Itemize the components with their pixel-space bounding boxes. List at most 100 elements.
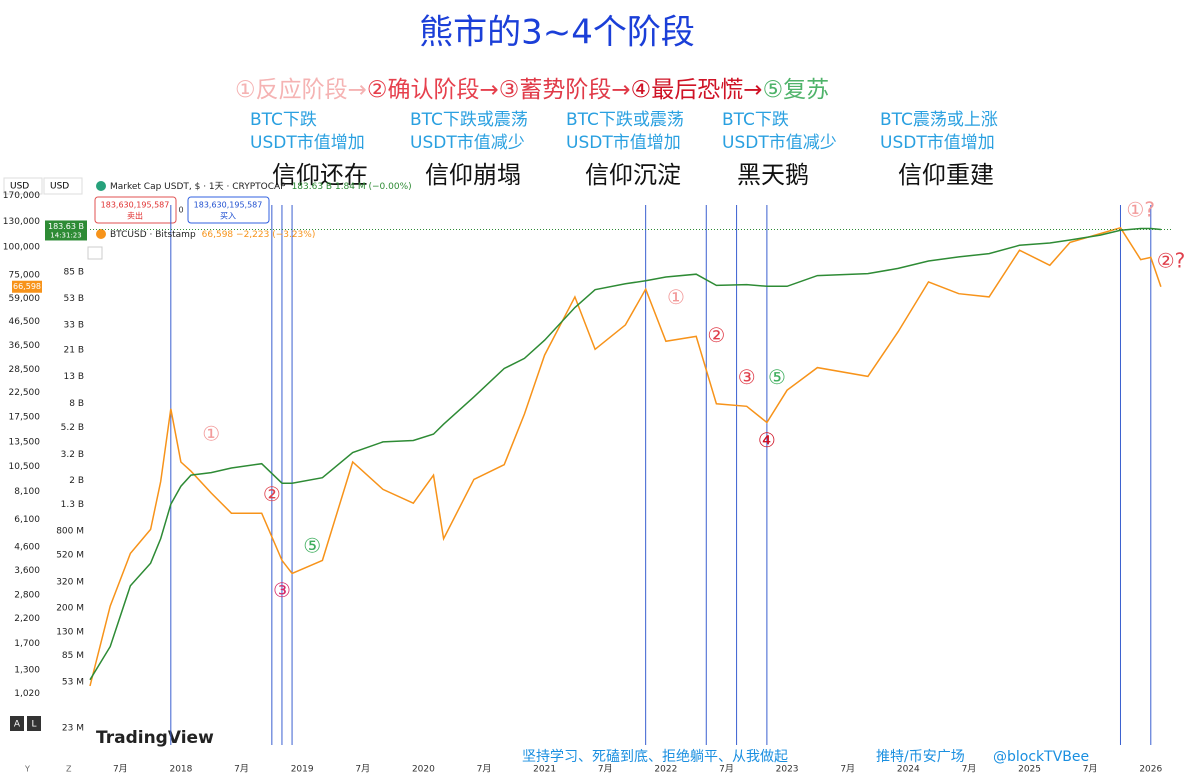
y-tick-label: 130,000 — [3, 217, 40, 227]
y-tick-label: 3,600 — [14, 566, 40, 576]
x-tick-label: 2026 — [1139, 765, 1162, 775]
y2-tick-label: 33 B — [64, 320, 85, 330]
footer-text: 推特/币安广场 — [876, 749, 965, 765]
stage: ⑤复苏 — [763, 77, 830, 103]
series-line — [89, 227, 1161, 681]
x-tick-label: 2021 — [533, 765, 556, 775]
x-tick-label: 7月 — [840, 764, 855, 775]
currency: USD — [50, 182, 69, 192]
x-tick-label: 2025 — [1018, 765, 1041, 775]
stage: ③蓄势阶段→ — [499, 77, 631, 103]
stage-note: BTC下跌 — [722, 110, 789, 130]
x-tick-label: 7月 — [962, 764, 977, 775]
price-tag-label: 66,598 — [13, 282, 41, 291]
x-tick-label: 2020 — [412, 765, 435, 775]
x-tick-label: 7月 — [355, 764, 370, 775]
y2-tick-label: 130 M — [56, 628, 84, 638]
annotation: ④ — [758, 428, 776, 452]
annotation: ③ — [273, 578, 291, 602]
y-tick-label: 1,300 — [14, 665, 40, 675]
y2-tick-label: 85 B — [64, 268, 85, 278]
y-tick-label: 170,000 — [3, 191, 40, 201]
scale-button[interactable] — [10, 716, 24, 731]
price-tag — [12, 280, 42, 293]
y-tick-label: 22,500 — [9, 388, 41, 398]
buy-label: 买入 — [220, 212, 236, 221]
price-tag-label: 183.63 B — [48, 222, 84, 231]
belief: 黑天鹅 — [737, 161, 809, 189]
y-tick-label: 2,200 — [14, 614, 40, 624]
usdt-icon — [96, 181, 106, 191]
btc-icon — [96, 229, 106, 239]
x-tick-label: 2022 — [654, 765, 677, 775]
sell-button[interactable] — [94, 196, 177, 224]
scale-button-label: L — [31, 720, 36, 730]
sell-price: 183,630,195,587 — [101, 201, 170, 210]
annotation: ② — [707, 323, 725, 347]
y-tick-label: 46,500 — [9, 317, 41, 327]
y-tick-label: 10,500 — [9, 462, 41, 472]
legend-name: Market Cap USDT, $ · 1天 · CRYPTOCAP — [110, 182, 286, 192]
legend: Market Cap USDT, $ · 1天 · CRYPTOCAP 183.6… — [110, 182, 412, 192]
stage-note: BTC下跌或震荡 — [410, 110, 528, 130]
x-tick-label: 7月 — [477, 764, 492, 775]
currency: USD — [10, 182, 29, 192]
y-tick-label: 1,020 — [14, 689, 40, 699]
collapse[interactable] — [87, 246, 103, 260]
y2-tick-label: 23 M — [62, 724, 84, 734]
scale-button[interactable] — [27, 716, 41, 731]
y2-tick-label: 800 M — [56, 527, 84, 537]
annotation: ①? — [1126, 198, 1155, 222]
x-tick-label: 7月 — [1083, 764, 1098, 775]
legend-stats: 66,598 −2,223 (−3.23%) — [202, 230, 316, 240]
price-tag — [45, 220, 87, 241]
stage-note: USDT市值增加 — [250, 133, 365, 153]
stage: ②确认阶段→ — [367, 77, 499, 103]
x-tick-label: 2019 — [291, 765, 314, 775]
buy-button[interactable] — [187, 196, 270, 224]
belief: 信仰沉淀 — [585, 161, 681, 189]
y-tick-label: 28,500 — [9, 365, 41, 375]
y-tick-label: 17,500 — [9, 412, 41, 422]
currency-select[interactable] — [43, 177, 83, 195]
legend-name: BTCUSD · Bitstamp — [110, 230, 196, 240]
spread: 0 — [178, 206, 183, 215]
stage-note: BTC下跌 — [250, 110, 317, 130]
stage-note: USDT市值增加 — [566, 133, 681, 153]
annotation: ① — [667, 285, 685, 309]
corner-label: Z — [66, 765, 72, 774]
y-tick-label: 75,000 — [9, 271, 41, 281]
y-tick-label: 2,800 — [14, 591, 40, 601]
sell-label: 卖出 — [127, 211, 143, 221]
y2-tick-label: 2 B — [69, 476, 84, 486]
ui-top: USD USD 183,630,195,587 卖出 0 183,630,195… — [3, 177, 1089, 774]
stage: ④最后恐慌→ — [631, 77, 763, 103]
y-tick-label: 6,100 — [14, 515, 40, 525]
y2-tick-label: 13 B — [64, 372, 85, 382]
x-tick-label: 7月 — [234, 764, 249, 775]
scale-button-label: A — [14, 720, 21, 730]
y2-tick-label: 200 M — [56, 604, 84, 614]
y2-tick-label: 5.2 B — [61, 423, 84, 433]
annotation: ① — [202, 422, 220, 446]
x-tick-label: 2024 — [897, 765, 920, 775]
annotation: ⑤ — [768, 365, 786, 389]
y-tick-label: 8,100 — [14, 487, 40, 497]
series-line — [89, 226, 1162, 687]
x-tick-label: 7月 — [719, 764, 734, 775]
stage-note: BTC下跌或震荡 — [566, 110, 684, 130]
belief: 信仰崩塌 — [425, 161, 521, 189]
y2-tick-label: 53 B — [64, 294, 85, 304]
y-tick-label: 100,000 — [3, 243, 40, 253]
y2-tick-label: 53 M — [62, 677, 84, 687]
y-tick-label: 4,600 — [14, 542, 40, 552]
legend: BTCUSD · Bitstamp 66,598 −2,223 (−3.23%) — [110, 230, 315, 240]
annotation: ②? — [1157, 248, 1186, 272]
annotation: ⑤ — [303, 533, 321, 557]
x-tick-label: 2018 — [169, 765, 192, 775]
currency-select[interactable] — [3, 177, 43, 195]
y2-tick-label: 8 B — [69, 399, 84, 409]
x-tick-label: 7月 — [598, 764, 613, 775]
belief: 信仰还在 — [272, 161, 368, 189]
